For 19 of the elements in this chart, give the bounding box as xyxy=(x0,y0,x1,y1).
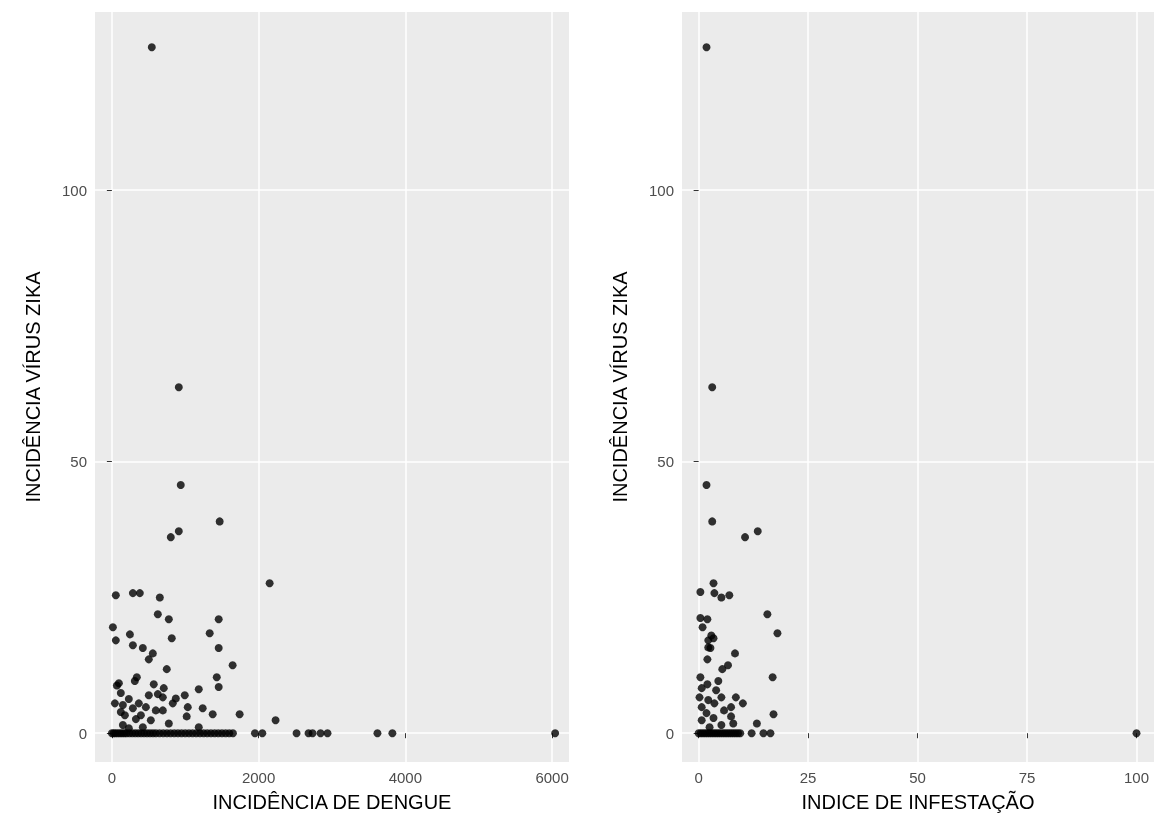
x-tick-label: 75 xyxy=(1018,769,1036,786)
y-tick-label: 100 xyxy=(61,181,87,199)
y-tick-label: 0 xyxy=(665,724,674,742)
x-tick-label: 50 xyxy=(909,769,926,786)
y-axis-title: INCIDÊNCIA VÍRUS ZIKA xyxy=(22,270,44,503)
y-tick-label: 0 xyxy=(78,724,87,742)
y-tick-label: 50 xyxy=(70,453,87,471)
x-tick-label: 2000 xyxy=(241,769,276,786)
y-tick-label: 50 xyxy=(657,453,674,471)
x-tick-label: 25 xyxy=(799,769,817,786)
x-tick-label: 6000 xyxy=(535,769,569,786)
x-axis-title: INCIDÊNCIA DE DENGUE xyxy=(212,791,452,813)
x-axis-title: INDICE DE INFESTAÇÃO xyxy=(801,790,1035,813)
y-axis-title: INCIDÊNCIA VÍRUS ZIKA xyxy=(609,270,631,503)
x-tick-label: 4000 xyxy=(388,769,423,786)
x-tick-label: 100 xyxy=(1123,769,1149,786)
y-tick-label: 100 xyxy=(648,181,674,199)
x-tick-label: 0 xyxy=(107,769,117,786)
x-tick-label: 0 xyxy=(694,769,703,786)
